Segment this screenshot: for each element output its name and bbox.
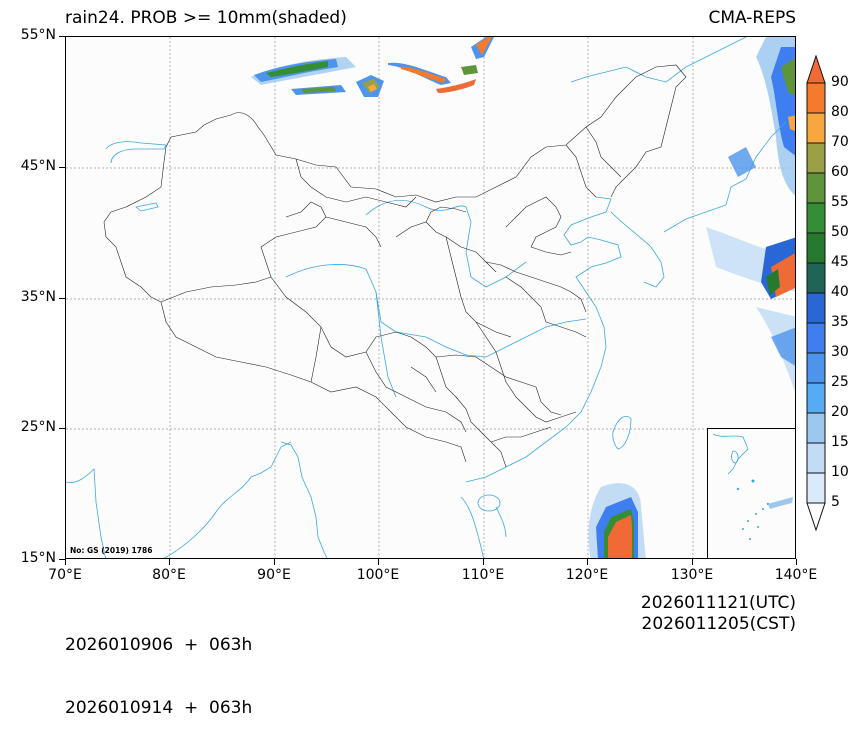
map-approval-number: No: GS (2019) 1786 <box>70 546 153 555</box>
chart-title: rain24. PROB >= 10mm(shaded) <box>65 8 347 28</box>
y-tick-label: 15°N <box>20 550 56 566</box>
colorbar-label: 10 <box>831 464 849 480</box>
colorbar-label: 15 <box>831 434 849 450</box>
colorbar-graphic <box>806 55 826 531</box>
y-tick-label: 35°N <box>20 289 56 305</box>
x-tick-mark <box>587 559 588 565</box>
colorbar-label: 60 <box>831 164 849 180</box>
inset-map <box>712 433 793 540</box>
colorbar-label: 40 <box>831 284 849 300</box>
colorbar-label: 50 <box>831 224 849 240</box>
init-time-utc: 2026010906 + 063h <box>65 635 253 655</box>
y-tick-mark <box>59 428 65 429</box>
valid-time-utc: 2026011121(UTC) <box>640 593 796 613</box>
y-tick-mark <box>59 298 65 299</box>
x-tick-mark <box>169 559 170 565</box>
colorbar-label: 25 <box>831 374 849 390</box>
x-tick-mark <box>65 559 66 565</box>
colorbar-label: 80 <box>831 104 849 120</box>
y-tick-mark <box>59 167 65 168</box>
x-tick-mark <box>483 559 484 565</box>
colorbar-label: 20 <box>831 404 849 420</box>
map-canvas <box>66 37 795 558</box>
colorbar-label: 90 <box>831 74 849 90</box>
y-tick-mark <box>59 559 65 560</box>
x-tick-label: 80°E <box>152 567 186 583</box>
init-time-cst: 2026010914 + 063h <box>65 698 253 718</box>
x-tick-mark <box>692 559 693 565</box>
x-tick-label: 100°E <box>356 567 400 583</box>
x-tick-mark <box>274 559 275 565</box>
coastlines <box>66 37 787 558</box>
x-tick-label: 120°E <box>565 567 609 583</box>
colorbar-label: 35 <box>831 314 849 330</box>
x-tick-label: 130°E <box>670 567 714 583</box>
x-tick-label: 70°E <box>48 567 82 583</box>
colorbar-label: 55 <box>831 194 849 210</box>
valid-time-cst: 2026011205(CST) <box>641 614 796 634</box>
y-tick-label: 55°N <box>20 27 56 43</box>
y-tick-label: 45°N <box>20 158 56 174</box>
colorbar-label: 45 <box>831 254 849 270</box>
colorbar-label: 30 <box>831 344 849 360</box>
x-tick-mark <box>796 559 797 565</box>
x-tick-mark <box>378 559 379 565</box>
gridlines <box>66 37 795 558</box>
colorbar-label: 70 <box>831 134 849 150</box>
x-tick-label: 110°E <box>461 567 505 583</box>
province-borders <box>103 64 687 468</box>
x-tick-label: 90°E <box>257 567 291 583</box>
precip-shading <box>251 37 795 558</box>
y-tick-mark <box>59 36 65 37</box>
y-tick-label: 25°N <box>20 419 56 435</box>
colorbar-label: 5 <box>831 494 840 510</box>
valid-time-block: 2026011121(UTC) 2026011205(CST) <box>641 593 796 635</box>
map-panel: No: GS (2019) 1786 <box>65 36 796 559</box>
model-name: CMA-REPS <box>708 8 796 28</box>
init-time-block: 2026010906 + 063h 2026010914 + 063h <box>65 593 252 740</box>
south-china-sea-inset <box>707 428 795 558</box>
x-tick-label: 140°E <box>774 567 818 583</box>
